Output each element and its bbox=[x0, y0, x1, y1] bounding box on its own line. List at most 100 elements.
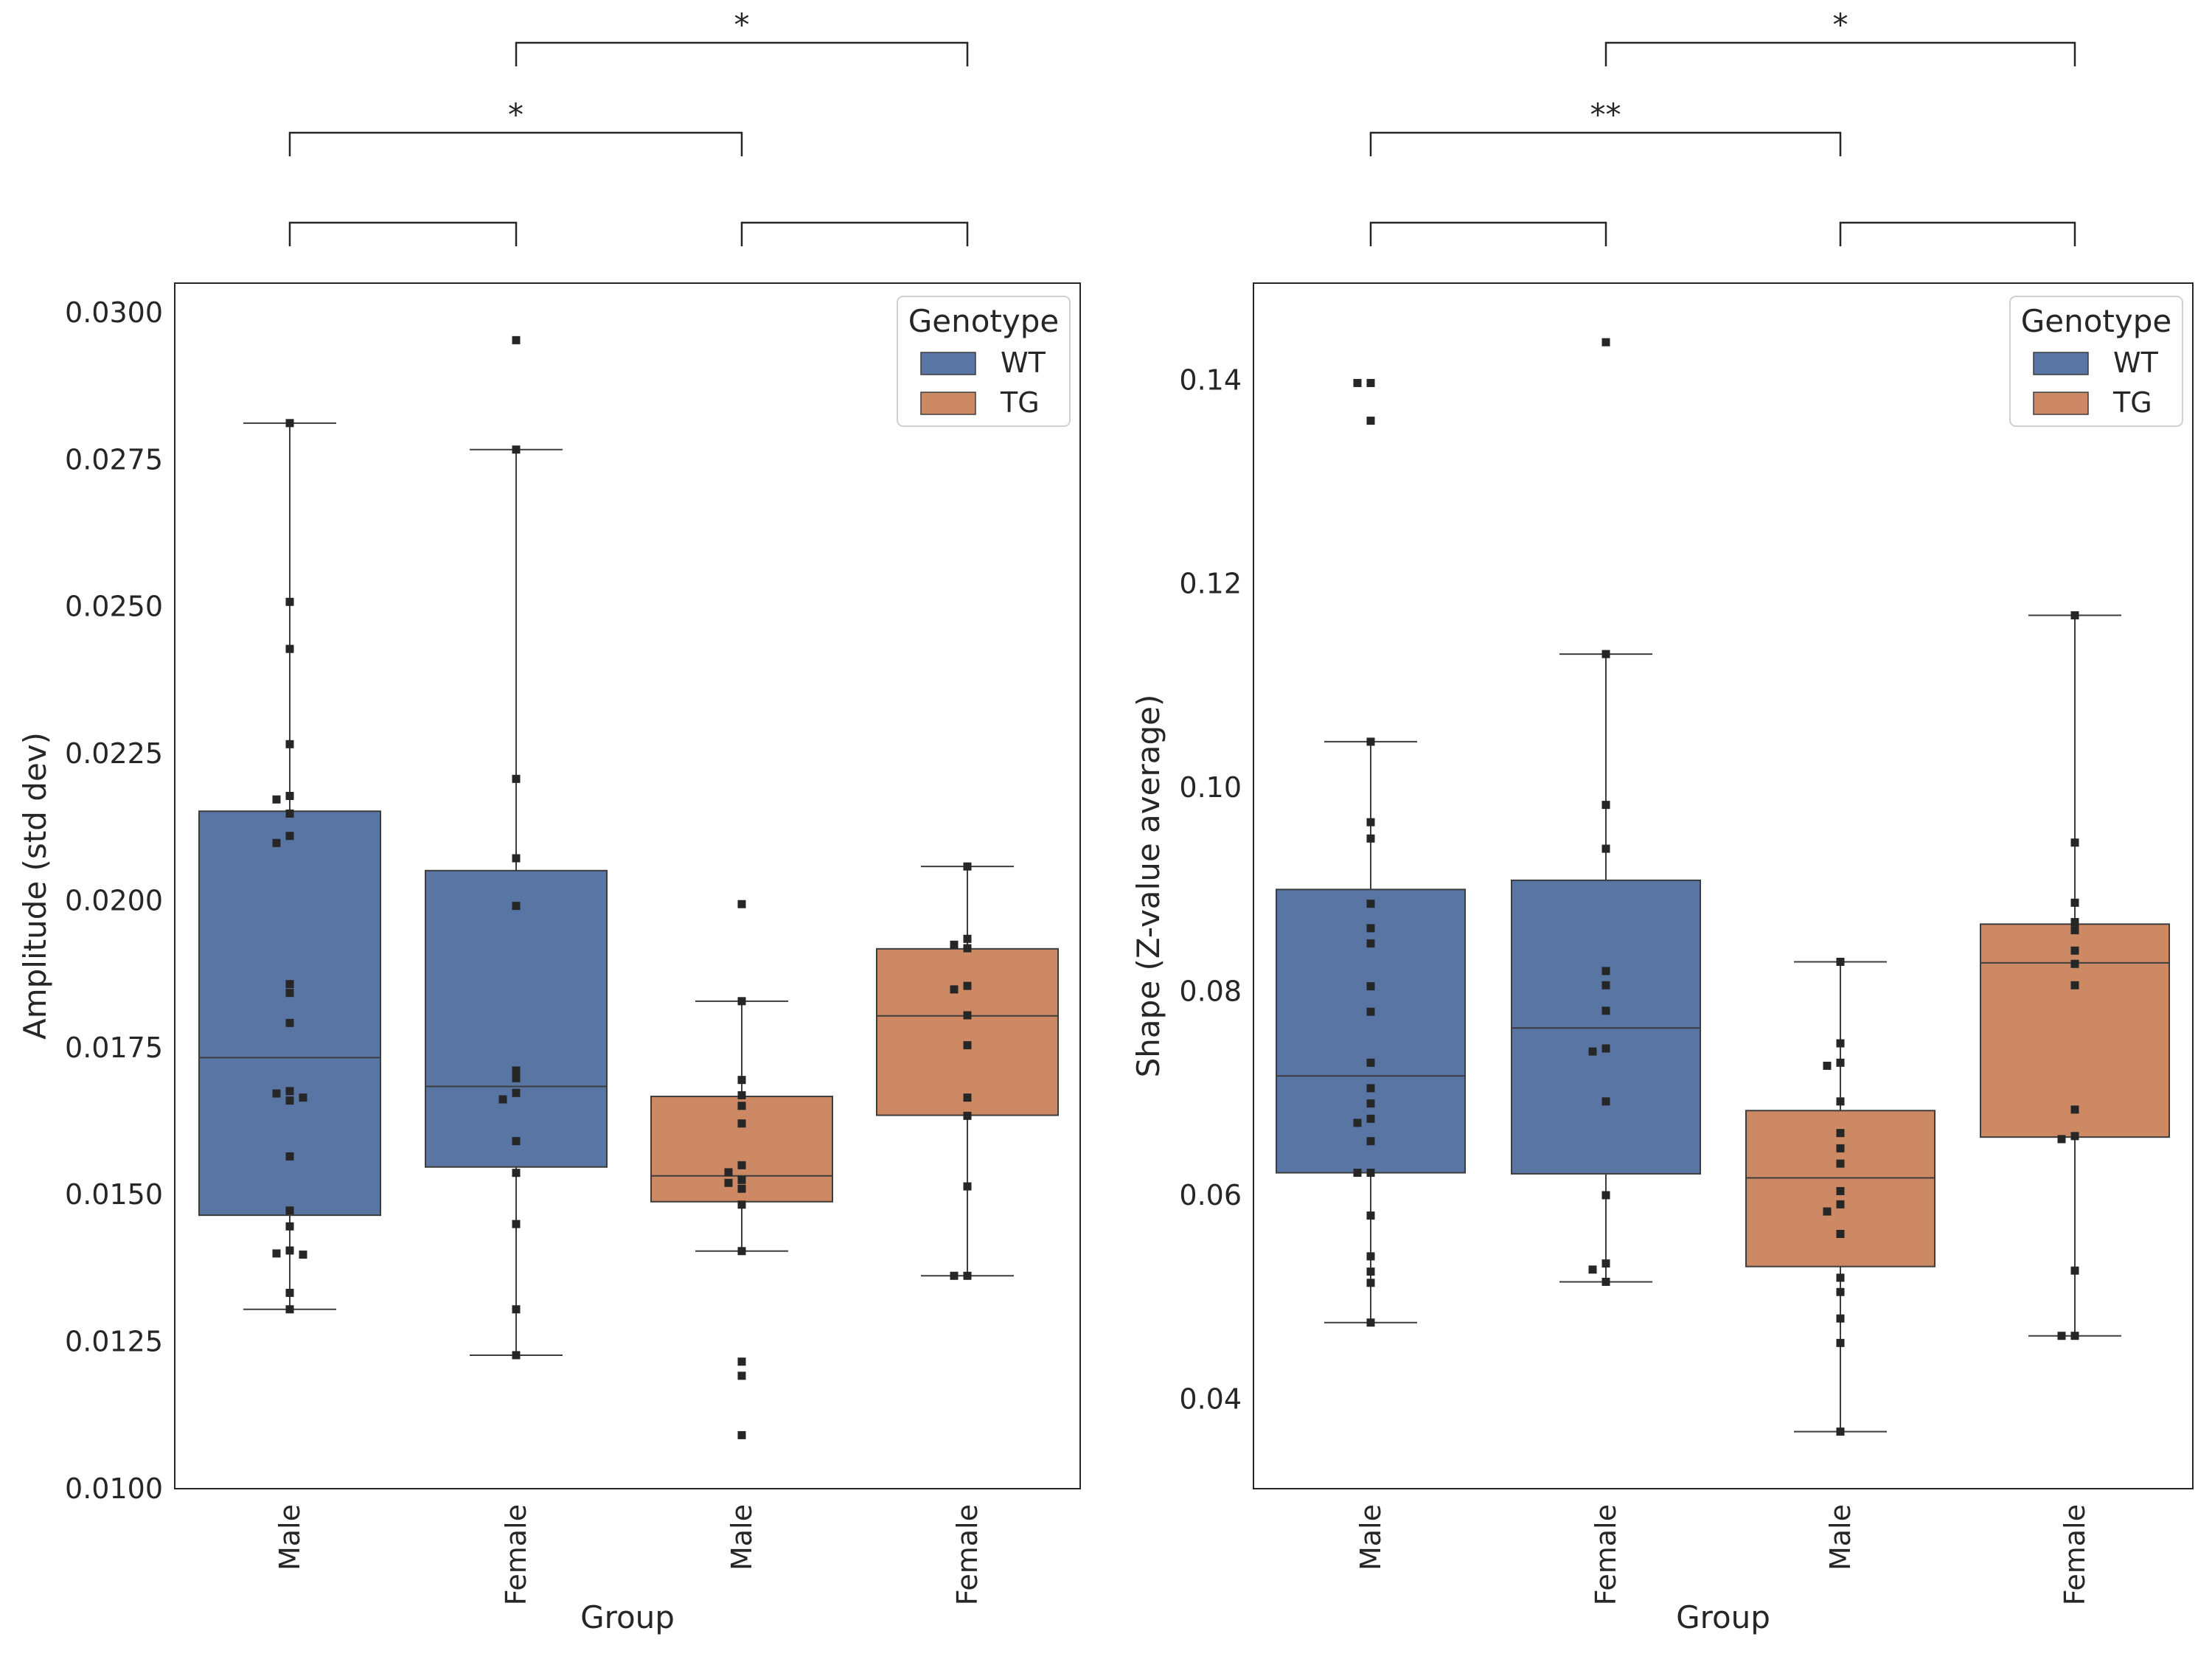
data-point bbox=[737, 1247, 746, 1256]
data-point bbox=[512, 854, 521, 863]
data-point bbox=[2070, 946, 2079, 955]
data-point bbox=[285, 1246, 294, 1255]
significance-label: ** bbox=[1590, 97, 1621, 133]
significance-bracket: ** bbox=[1369, 97, 1842, 156]
significance-bracket bbox=[1369, 221, 1607, 246]
data-point bbox=[963, 1111, 972, 1120]
data-point bbox=[737, 997, 746, 1006]
data-point bbox=[724, 1168, 733, 1177]
data-point bbox=[1366, 1279, 1375, 1287]
legend-label-tg: TG bbox=[1000, 386, 1040, 419]
data-point bbox=[285, 809, 294, 818]
iqr-box bbox=[198, 810, 381, 1217]
legend-title: Genotype bbox=[2021, 303, 2172, 339]
data-point bbox=[285, 1288, 294, 1297]
bracket-line bbox=[288, 221, 518, 246]
legend-swatch-tg bbox=[920, 392, 976, 415]
data-point bbox=[285, 740, 294, 748]
data-point bbox=[512, 445, 521, 454]
data-point bbox=[1601, 967, 1610, 975]
box-tg-male bbox=[650, 900, 833, 1439]
x-tick-label: Male bbox=[1354, 1504, 1387, 1571]
legend-label-wt: WT bbox=[1001, 347, 1046, 379]
x-tick-label: Male bbox=[274, 1504, 306, 1571]
box-wt-female bbox=[425, 335, 608, 1360]
data-point bbox=[285, 597, 294, 606]
y-axis-label: Shape (Z-value average) bbox=[1130, 695, 1166, 1078]
bracket-line bbox=[1839, 221, 2076, 246]
data-point bbox=[737, 1161, 746, 1169]
x-tick-label: Female bbox=[1590, 1504, 1622, 1605]
data-point bbox=[963, 934, 972, 943]
data-point bbox=[512, 774, 521, 783]
data-point bbox=[963, 862, 972, 871]
data-point bbox=[1588, 1047, 1597, 1056]
data-point bbox=[737, 1357, 746, 1366]
data-point bbox=[737, 1184, 746, 1193]
data-point bbox=[737, 1175, 746, 1184]
data-point bbox=[285, 1096, 294, 1105]
data-point bbox=[963, 1093, 972, 1102]
data-point bbox=[512, 335, 521, 344]
data-point bbox=[1836, 957, 1845, 966]
x-tick-label: Female bbox=[2059, 1504, 2091, 1605]
data-point bbox=[1601, 1097, 1610, 1106]
box-wt-male bbox=[198, 419, 381, 1314]
bracket-line bbox=[1604, 41, 2076, 66]
data-point bbox=[285, 419, 294, 428]
data-point bbox=[285, 832, 294, 841]
data-point bbox=[963, 1182, 972, 1191]
data-point bbox=[1836, 1186, 1845, 1195]
data-point bbox=[1601, 1044, 1610, 1053]
bracket-line bbox=[1369, 221, 1607, 246]
box-wt-male bbox=[1276, 378, 1466, 1327]
data-point bbox=[2057, 1135, 2066, 1144]
data-point bbox=[1601, 1277, 1610, 1286]
data-point bbox=[963, 1011, 972, 1020]
data-point bbox=[299, 1251, 307, 1259]
data-point bbox=[272, 795, 281, 804]
data-point bbox=[1366, 1267, 1375, 1276]
data-point bbox=[1836, 1058, 1845, 1067]
data-point bbox=[1823, 1207, 1832, 1216]
y-tick-label: 0.0300 bbox=[65, 296, 163, 329]
data-point bbox=[1588, 1265, 1597, 1274]
box-tg-male bbox=[1745, 957, 1935, 1436]
significance-bracket: * bbox=[288, 97, 743, 156]
data-point bbox=[285, 1206, 294, 1215]
data-point bbox=[285, 989, 294, 998]
data-point bbox=[512, 1074, 521, 1082]
data-point bbox=[285, 1087, 294, 1096]
data-point bbox=[1823, 1061, 1832, 1070]
data-point bbox=[737, 1371, 746, 1380]
y-tick-label: 0.0200 bbox=[65, 884, 163, 917]
bracket-line bbox=[1369, 131, 1842, 156]
bracket-line bbox=[515, 41, 969, 66]
x-axis-label: Group bbox=[580, 1599, 675, 1635]
data-point bbox=[1836, 1039, 1845, 1048]
significance-label: * bbox=[1833, 7, 1848, 43]
data-point bbox=[1366, 1169, 1375, 1178]
data-point bbox=[285, 1305, 294, 1314]
y-axis-label: Amplitude (std dev) bbox=[17, 732, 53, 1040]
data-point bbox=[1601, 650, 1610, 658]
data-point bbox=[1601, 1191, 1610, 1200]
box-tg-female bbox=[1980, 611, 2170, 1340]
data-point bbox=[1836, 1287, 1845, 1296]
data-point bbox=[1601, 844, 1610, 853]
plot-frame bbox=[1253, 282, 2194, 1489]
data-point bbox=[737, 1200, 746, 1209]
legend-swatch-wt bbox=[920, 352, 976, 375]
data-point bbox=[950, 940, 959, 949]
plot-frame bbox=[174, 282, 1081, 1489]
data-point bbox=[2070, 918, 2079, 927]
data-point bbox=[272, 1249, 281, 1258]
data-point bbox=[1353, 1169, 1362, 1178]
y-tick-label: 0.0250 bbox=[65, 591, 163, 623]
data-point bbox=[285, 1152, 294, 1161]
data-point bbox=[512, 1351, 521, 1360]
y-tick-label: 0.0175 bbox=[65, 1032, 163, 1064]
data-point bbox=[1836, 1129, 1845, 1138]
data-point bbox=[512, 1088, 521, 1097]
y-tick-label: 0.06 bbox=[1179, 1179, 1242, 1211]
